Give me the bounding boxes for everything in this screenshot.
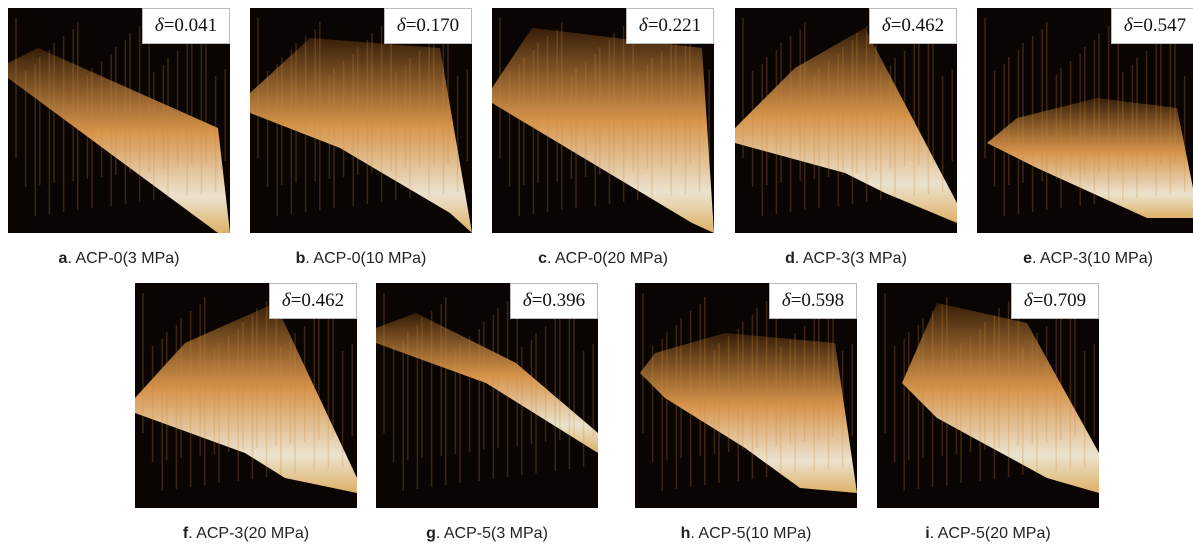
panel-letter: b <box>296 250 306 267</box>
photo: δ=0.170 <box>250 8 472 233</box>
flame <box>640 333 857 493</box>
photo: δ=0.547 <box>977 8 1193 233</box>
flame <box>250 38 472 233</box>
photo: δ=0.709 <box>877 283 1099 508</box>
photo: δ=0.396 <box>376 283 598 508</box>
delta-symbol: δ <box>782 290 791 311</box>
panel-letter: d <box>785 250 795 267</box>
delta-value: =0.462 <box>291 290 344 311</box>
panel-caption: . ACP-0(20 MPa) <box>547 250 668 267</box>
delta-label: δ=0.462 <box>869 8 957 44</box>
delta-symbol: δ <box>1024 290 1033 311</box>
flame <box>902 303 1099 493</box>
panel-caption: . ACP-5(20 MPa) <box>930 525 1051 542</box>
delta-symbol: δ <box>1124 15 1133 36</box>
photo: δ=0.462 <box>735 8 957 233</box>
caption: g. ACP-5(3 MPa) <box>356 525 618 543</box>
panel-letter: c <box>538 250 547 267</box>
panel-letter: e <box>1023 250 1032 267</box>
photo: δ=0.041 <box>8 8 230 233</box>
delta-value: =0.041 <box>164 15 217 36</box>
photo: δ=0.221 <box>492 8 714 233</box>
delta-label: δ=0.709 <box>1011 283 1099 319</box>
caption: d. ACP-3(3 MPa) <box>715 250 977 268</box>
panel-letter: h <box>681 525 691 542</box>
delta-value: =0.598 <box>791 290 844 311</box>
panel-caption: . ACP-0(3 MPa) <box>67 250 179 267</box>
delta-symbol: δ <box>155 15 164 36</box>
delta-value: =0.462 <box>891 15 944 36</box>
delta-label: δ=0.041 <box>142 8 230 44</box>
figure: δ=0.041a. ACP-0(3 MPa)δ=0.170b. ACP-0(10… <box>0 0 1193 551</box>
flame <box>735 28 957 223</box>
flame <box>8 48 230 233</box>
caption: a. ACP-0(3 MPa) <box>0 250 250 268</box>
panel-caption: . ACP-3(20 MPa) <box>188 525 309 542</box>
panel-caption: . ACP-3(3 MPa) <box>795 250 907 267</box>
delta-label: δ=0.170 <box>384 8 472 44</box>
delta-symbol: δ <box>397 15 406 36</box>
photo: δ=0.462 <box>135 283 357 508</box>
delta-label: δ=0.462 <box>269 283 357 319</box>
delta-value: =0.170 <box>406 15 459 36</box>
caption: f. ACP-3(20 MPa) <box>115 525 377 543</box>
panel-caption: . ACP-3(10 MPa) <box>1032 250 1153 267</box>
delta-symbol: δ <box>282 290 291 311</box>
delta-symbol: δ <box>882 15 891 36</box>
delta-value: =0.547 <box>1133 15 1186 36</box>
delta-value: =0.709 <box>1033 290 1086 311</box>
caption: h. ACP-5(10 MPa) <box>615 525 877 543</box>
delta-symbol: δ <box>639 15 648 36</box>
panel-letter: g <box>426 525 436 542</box>
delta-label: δ=0.547 <box>1111 8 1193 44</box>
delta-symbol: δ <box>523 290 532 311</box>
caption: c. ACP-0(20 MPa) <box>472 250 734 268</box>
caption: b. ACP-0(10 MPa) <box>230 250 492 268</box>
delta-value: =0.396 <box>532 290 585 311</box>
caption: e. ACP-3(10 MPa) <box>957 250 1193 268</box>
flame <box>492 28 714 233</box>
panel-caption: . ACP-5(3 MPa) <box>436 525 548 542</box>
panel-caption: . ACP-5(10 MPa) <box>690 525 811 542</box>
delta-label: δ=0.396 <box>510 283 598 319</box>
flame <box>135 303 357 493</box>
caption: i. ACP-5(20 MPa) <box>857 525 1119 543</box>
delta-label: δ=0.598 <box>769 283 857 319</box>
delta-label: δ=0.221 <box>626 8 714 44</box>
delta-value: =0.221 <box>648 15 701 36</box>
photo: δ=0.598 <box>635 283 857 508</box>
panel-caption: . ACP-0(10 MPa) <box>305 250 426 267</box>
flame <box>376 313 598 453</box>
